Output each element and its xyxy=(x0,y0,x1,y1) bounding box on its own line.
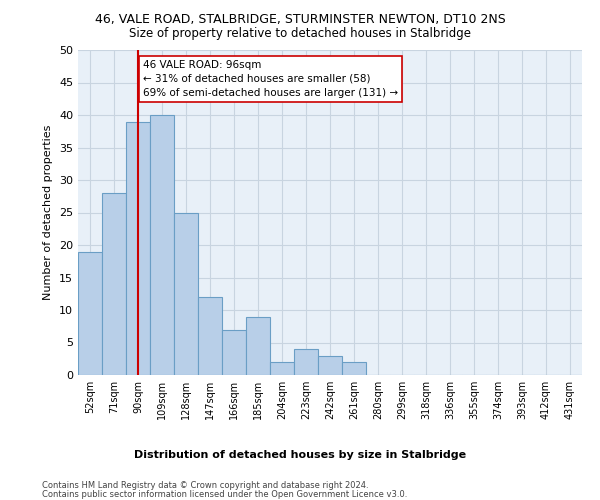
Bar xyxy=(198,297,222,375)
Bar xyxy=(174,212,198,375)
Text: Contains HM Land Registry data © Crown copyright and database right 2024.: Contains HM Land Registry data © Crown c… xyxy=(42,481,368,490)
Text: Distribution of detached houses by size in Stalbridge: Distribution of detached houses by size … xyxy=(134,450,466,460)
Text: Contains public sector information licensed under the Open Government Licence v3: Contains public sector information licen… xyxy=(42,490,407,499)
Bar xyxy=(102,193,126,375)
Bar xyxy=(318,356,342,375)
Y-axis label: Number of detached properties: Number of detached properties xyxy=(43,125,53,300)
Bar xyxy=(270,362,294,375)
Bar xyxy=(342,362,366,375)
Text: 46 VALE ROAD: 96sqm
← 31% of detached houses are smaller (58)
69% of semi-detach: 46 VALE ROAD: 96sqm ← 31% of detached ho… xyxy=(143,60,398,98)
Bar xyxy=(78,252,102,375)
Bar xyxy=(222,330,246,375)
Bar xyxy=(246,316,270,375)
Bar xyxy=(294,349,318,375)
Bar xyxy=(126,122,150,375)
Bar xyxy=(150,115,174,375)
Text: Size of property relative to detached houses in Stalbridge: Size of property relative to detached ho… xyxy=(129,28,471,40)
Text: 46, VALE ROAD, STALBRIDGE, STURMINSTER NEWTON, DT10 2NS: 46, VALE ROAD, STALBRIDGE, STURMINSTER N… xyxy=(95,12,505,26)
